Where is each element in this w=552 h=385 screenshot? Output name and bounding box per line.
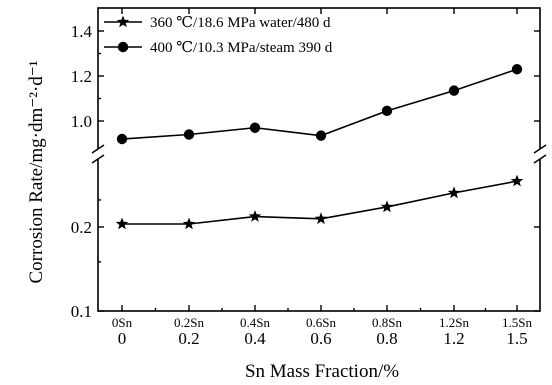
legend-label-2: 400 ℃/10.3 MPa/steam 390 d — [150, 40, 333, 56]
data-point-circle — [511, 64, 523, 75]
category-label: 0.4Sn — [240, 315, 270, 330]
legend-marker-circle — [117, 41, 129, 53]
data-series — [115, 64, 524, 230]
plot-frame — [91, 7, 547, 312]
data-point-star — [182, 217, 196, 230]
category-label: 1.2Sn — [439, 315, 469, 330]
legend-label-1: 360 ℃/18.6 MPa water/480 d — [150, 15, 331, 31]
data-point-circle — [448, 85, 460, 96]
axis-break-mark-left — [91, 144, 105, 154]
x-tick-label: 0 — [118, 329, 127, 348]
axis-ticks: 1.01.21.40.10.20Sn00.2Sn0.20.4Sn0.40.6Sn… — [71, 8, 540, 348]
category-label: 0.8Sn — [372, 315, 402, 330]
data-point-circle — [381, 105, 393, 117]
category-label: 0.6Sn — [306, 315, 336, 330]
category-label: 1.5Sn — [502, 315, 532, 330]
y-tick-label: 0.1 — [71, 302, 92, 321]
data-point-star — [380, 200, 394, 213]
axis-break-mark-right — [533, 154, 547, 164]
data-point-star — [115, 217, 129, 230]
data-point-circle — [183, 129, 195, 140]
data-point-circle — [315, 130, 327, 141]
axis-break-mark-left — [91, 154, 105, 164]
category-label: 0Sn — [112, 315, 133, 330]
data-point-circle — [116, 133, 128, 145]
legend: 360 ℃/18.6 MPa water/480 d 400 ℃/10.3 MPa… — [104, 15, 333, 56]
x-tick-label: 1.2 — [443, 329, 464, 348]
x-tick-label: 0.2 — [178, 329, 199, 348]
y-axis-label: Corrosion Rate/mg·dm⁻²·d⁻¹ — [26, 60, 47, 283]
x-tick-label: 1.5 — [506, 329, 527, 348]
y-tick-label: 1.2 — [71, 67, 92, 86]
data-point-star — [314, 212, 328, 225]
data-point-star — [510, 174, 524, 187]
y-tick-label: 0.2 — [71, 218, 92, 237]
x-tick-label: 0.8 — [376, 329, 397, 348]
data-point-star — [447, 186, 461, 199]
series-line-2 — [121, 68, 518, 140]
legend-marker-star — [116, 15, 130, 28]
y-tick-label: 1.4 — [71, 22, 93, 41]
x-tick-label: 0.4 — [244, 329, 266, 348]
data-point-star — [248, 210, 262, 222]
axis-break-mark-right — [533, 144, 547, 154]
x-axis-label: Sn Mass Fraction/% — [245, 361, 399, 382]
data-point-circle — [249, 122, 261, 133]
y-tick-label: 1.0 — [71, 112, 92, 131]
x-tick-label: 0.6 — [310, 329, 331, 348]
category-label: 0.2Sn — [174, 315, 204, 330]
